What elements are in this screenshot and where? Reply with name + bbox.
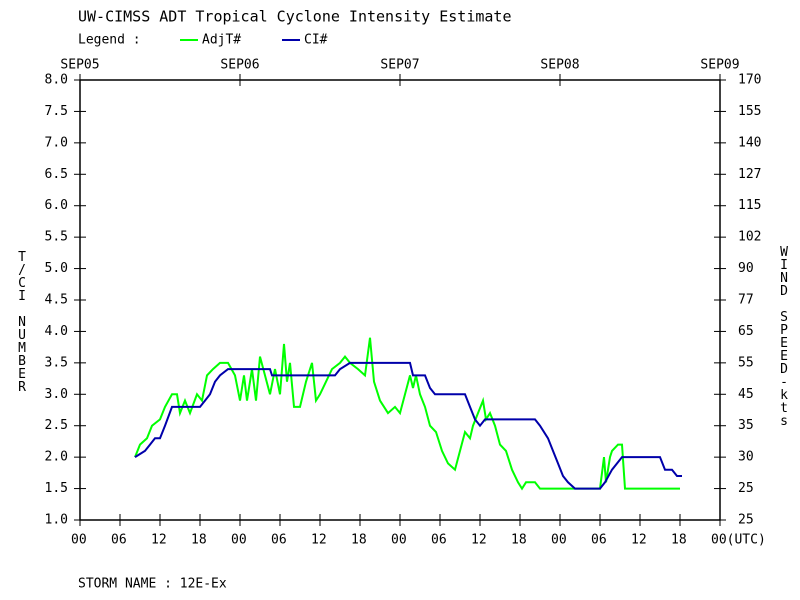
series-line bbox=[134, 337, 680, 491]
y2-tick-label: 170 bbox=[738, 73, 761, 88]
y2-tick-label: 77 bbox=[738, 293, 754, 308]
y2-tick-label: 35 bbox=[738, 418, 754, 433]
x-tick-label: 12 bbox=[631, 533, 647, 548]
x-tick-label: 06 bbox=[111, 533, 127, 548]
x-tick-label: 00 bbox=[231, 533, 247, 548]
y2-tick-label: 90 bbox=[738, 261, 754, 276]
x-tick-label: 06 bbox=[591, 533, 607, 548]
y2-tick-label: 30 bbox=[738, 450, 754, 465]
y2-tick-label: 115 bbox=[738, 198, 761, 213]
x-tick-label: 00 bbox=[71, 533, 87, 548]
y2-tick-label: 127 bbox=[738, 167, 761, 182]
date-tick-label: SEP05 bbox=[60, 58, 99, 73]
y-tick-label: 1.0 bbox=[45, 513, 68, 528]
y2-tick-label: 25 bbox=[738, 513, 754, 528]
date-tick-label: SEP07 bbox=[380, 58, 419, 73]
y2-tick-label: 140 bbox=[738, 135, 761, 150]
date-tick-label: SEP08 bbox=[540, 58, 579, 73]
x-tick-label: 18 bbox=[351, 533, 367, 548]
x-tick-label: 18 bbox=[671, 533, 687, 548]
y-tick-label: 5.0 bbox=[45, 261, 68, 276]
y-tick-label: 8.0 bbox=[45, 73, 68, 88]
y-tick-label: 2.5 bbox=[45, 418, 68, 433]
legend-entry: AdjT# bbox=[202, 33, 241, 48]
y-tick-label: 5.5 bbox=[45, 230, 68, 245]
x-tick-label: 12 bbox=[151, 533, 167, 548]
y2-axis-label: WIND SPEED-kts bbox=[777, 245, 792, 427]
x-tick-label: 06 bbox=[431, 533, 447, 548]
y-tick-label: 1.5 bbox=[45, 481, 68, 496]
y-tick-label: 3.0 bbox=[45, 387, 68, 402]
y-axis-label: T/CI NUMBER bbox=[15, 250, 30, 393]
y2-tick-label: 155 bbox=[738, 104, 761, 119]
chart-title: UW-CIMSS ADT Tropical Cyclone Intensity … bbox=[78, 8, 511, 26]
legend-label: Legend : bbox=[78, 33, 141, 48]
y2-tick-label: 55 bbox=[738, 355, 754, 370]
x-tick-label: 06 bbox=[271, 533, 287, 548]
y-tick-label: 7.5 bbox=[45, 104, 68, 119]
plot-frame bbox=[79, 79, 721, 521]
footer: STORM NAME : 12E-Ex bbox=[78, 577, 227, 592]
x-tick-label: 12 bbox=[471, 533, 487, 548]
date-tick-label: SEP09 bbox=[700, 58, 739, 73]
y2-tick-label: 102 bbox=[738, 230, 761, 245]
x-tick-label: 18 bbox=[191, 533, 207, 548]
series-line bbox=[134, 361, 682, 490]
y-tick-label: 3.5 bbox=[45, 355, 68, 370]
date-tick-label: SEP06 bbox=[220, 58, 259, 73]
y-tick-label: 4.0 bbox=[45, 324, 68, 339]
x-tick-label: 00 bbox=[391, 533, 407, 548]
y-tick-label: 6.0 bbox=[45, 198, 68, 213]
x-tick-label: 18 bbox=[511, 533, 527, 548]
legend-entry: CI# bbox=[304, 33, 328, 48]
x-tick-label: 00(UTC) bbox=[711, 533, 766, 548]
y2-tick-label: 25 bbox=[738, 481, 754, 496]
y-tick-label: 2.0 bbox=[45, 450, 68, 465]
y-tick-label: 7.0 bbox=[45, 135, 68, 150]
x-tick-label: 12 bbox=[311, 533, 327, 548]
x-tick-label: 00 bbox=[551, 533, 567, 548]
y2-tick-label: 45 bbox=[738, 387, 754, 402]
y-tick-label: 6.5 bbox=[45, 167, 68, 182]
y-tick-label: 4.5 bbox=[45, 293, 68, 308]
y2-tick-label: 65 bbox=[738, 324, 754, 339]
